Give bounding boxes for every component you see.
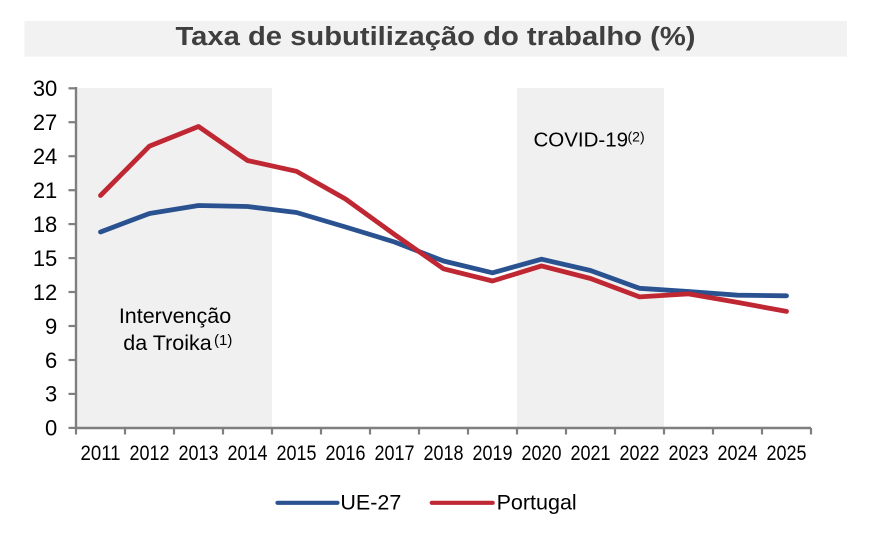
svg-text:30: 30 — [33, 76, 57, 101]
svg-text:2012: 2012 — [130, 441, 170, 465]
svg-text:2013: 2013 — [179, 441, 219, 465]
svg-text:15: 15 — [33, 246, 57, 271]
svg-text:2015: 2015 — [277, 441, 317, 465]
svg-text:12: 12 — [33, 280, 57, 305]
svg-text:2025: 2025 — [767, 441, 807, 465]
svg-text:da Troika: da Troika — [123, 331, 211, 355]
svg-text:Taxa de subutilização do traba: Taxa de subutilização do trabalho (%) — [176, 23, 696, 51]
svg-text:2021: 2021 — [571, 441, 611, 465]
svg-text:2011: 2011 — [81, 441, 121, 465]
svg-text:(1): (1) — [214, 332, 232, 349]
svg-text:COVID-19: COVID-19 — [534, 128, 629, 151]
svg-text:2014: 2014 — [228, 441, 268, 465]
svg-text:2017: 2017 — [375, 441, 415, 465]
svg-text:21: 21 — [33, 178, 57, 203]
svg-text:Portugal: Portugal — [497, 491, 577, 515]
svg-text:2018: 2018 — [424, 441, 464, 465]
svg-text:6: 6 — [45, 348, 57, 373]
svg-text:0: 0 — [45, 416, 57, 441]
svg-text:2020: 2020 — [522, 441, 562, 465]
svg-text:2016: 2016 — [326, 441, 366, 465]
svg-text:18: 18 — [33, 212, 57, 237]
svg-text:2023: 2023 — [669, 441, 709, 465]
svg-text:27: 27 — [33, 110, 57, 135]
svg-text:(2): (2) — [628, 129, 645, 145]
svg-text:UE-27: UE-27 — [340, 491, 401, 515]
svg-text:3: 3 — [45, 382, 57, 407]
svg-text:9: 9 — [45, 314, 57, 339]
svg-text:2019: 2019 — [473, 441, 513, 465]
svg-text:Intervenção: Intervenção — [119, 304, 231, 328]
svg-text:2024: 2024 — [718, 441, 758, 465]
svg-text:24: 24 — [33, 144, 57, 169]
svg-text:2022: 2022 — [620, 441, 660, 465]
